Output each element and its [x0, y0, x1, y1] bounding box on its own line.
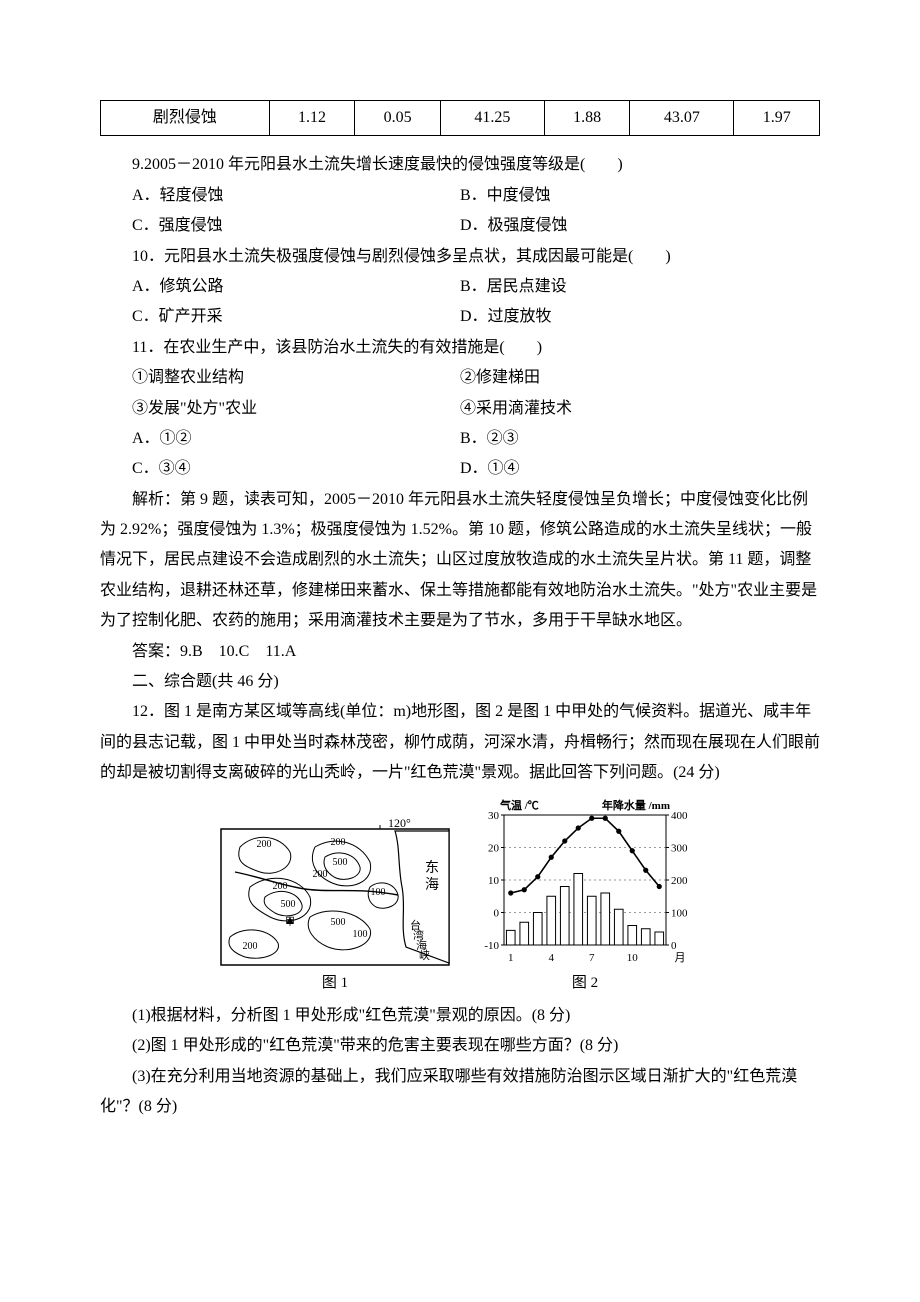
svg-text:峡: 峡 — [419, 948, 430, 962]
svg-text:0: 0 — [494, 907, 500, 919]
q9-optD: D．极强度侵蚀 — [460, 211, 820, 241]
svg-text:100: 100 — [671, 907, 688, 919]
q11-optB: B．②③ — [460, 424, 820, 454]
q10-optC: C．矿产开采 — [100, 302, 460, 332]
q11-o2: ②修建梯田 — [460, 363, 820, 393]
svg-text:东: 东 — [425, 860, 439, 876]
svg-text:200: 200 — [257, 839, 272, 850]
q11-optA: A．①② — [100, 424, 460, 454]
svg-text:300: 300 — [671, 842, 688, 854]
svg-text:7: 7 — [589, 952, 595, 964]
svg-text:0: 0 — [671, 940, 677, 952]
q10-stem: 10．元阳县水土流失极强度侵蚀与剧烈侵蚀多呈点状，其成因最可能是( ) — [100, 242, 820, 272]
svg-text:-10: -10 — [484, 940, 499, 952]
cell: 41.25 — [440, 101, 544, 136]
svg-text:20: 20 — [488, 842, 500, 854]
figure-1-map: 120°200200200500500500200100200100甲东海台湾海… — [220, 817, 450, 967]
q9-optC: C．强度侵蚀 — [100, 211, 460, 241]
svg-text:10: 10 — [627, 952, 639, 964]
cell: 1.12 — [269, 101, 355, 136]
figure-1-caption: 图 1 — [322, 969, 348, 998]
figures-row: 120°200200200500500500200100200100甲东海台湾海… — [100, 797, 820, 998]
cell: 1.88 — [544, 101, 630, 136]
svg-text:1: 1 — [508, 952, 514, 964]
cell: 剧烈侵蚀 — [101, 101, 270, 136]
svg-text:气温 /℃: 气温 /℃ — [499, 798, 539, 812]
cell: 43.07 — [630, 101, 734, 136]
svg-text:月: 月 — [675, 952, 686, 964]
q11-o1: ①调整农业结构 — [100, 363, 460, 393]
svg-text:10: 10 — [488, 875, 500, 887]
explanation: 解析：第 9 题，读表可知，2005－2010 年元阳县水土流失轻度侵蚀呈负增长… — [100, 485, 820, 637]
svg-text:200: 200 — [331, 837, 346, 848]
svg-text:400: 400 — [671, 810, 688, 822]
q12-sub1: (1)根据材料，分析图 1 甲处形成"红色荒漠"景观的原因。(8 分) — [100, 1001, 820, 1031]
svg-text:30: 30 — [488, 810, 500, 822]
erosion-table: 剧烈侵蚀 1.12 0.05 41.25 1.88 43.07 1.97 — [100, 100, 820, 136]
svg-text:4: 4 — [549, 952, 555, 964]
svg-text:100: 100 — [353, 929, 368, 940]
svg-text:500: 500 — [333, 857, 348, 868]
svg-text:120°: 120° — [388, 817, 411, 830]
q9-stem: 9.2005－2010 年元阳县水土流失增长速度最快的侵蚀强度等级是( ) — [100, 150, 820, 180]
q10-optD: D．过度放牧 — [460, 302, 820, 332]
q11-optD: D．①④ — [460, 454, 820, 484]
section-2-heading: 二、综合题(共 46 分) — [100, 667, 820, 697]
q11-stem: 11．在农业生产中，该县防治水土流失的有效措施是( ) — [100, 333, 820, 363]
table-row: 剧烈侵蚀 1.12 0.05 41.25 1.88 43.07 1.97 — [101, 101, 820, 136]
svg-text:年降水量 /mm: 年降水量 /mm — [602, 798, 670, 812]
figure-2-chart: 气温 /℃年降水量 /mm-10010203001002003004001471… — [470, 797, 700, 967]
q11-optC: C．③④ — [100, 454, 460, 484]
figure-2-box: 气温 /℃年降水量 /mm-10010203001002003004001471… — [470, 797, 700, 998]
q12-sub2: (2)图 1 甲处形成的"红色荒漠"带来的危害主要表现在哪些方面？(8 分) — [100, 1031, 820, 1061]
q11-o3: ③发展"处方"农业 — [100, 394, 460, 424]
svg-text:200: 200 — [313, 869, 328, 880]
cell: 1.97 — [734, 101, 820, 136]
q10-optB: B．居民点建设 — [460, 272, 820, 302]
answers: 答案：9.B 10.C 11.A — [100, 637, 820, 667]
q9-optB: B．中度侵蚀 — [460, 181, 820, 211]
svg-text:200: 200 — [671, 875, 688, 887]
cell: 0.05 — [355, 101, 441, 136]
q10-optA: A．修筑公路 — [100, 272, 460, 302]
q12-sub3: (3)在充分利用当地资源的基础上，我们应采取哪些有效措施防治图示区域日渐扩大的"… — [100, 1062, 820, 1123]
svg-text:500: 500 — [331, 917, 346, 928]
q12-stem: 12．图 1 是南方某区域等高线(单位：m)地形图，图 2 是图 1 中甲处的气… — [100, 697, 820, 788]
svg-text:海: 海 — [425, 877, 439, 893]
svg-text:200: 200 — [243, 941, 258, 952]
q11-o4: ④采用滴灌技术 — [460, 394, 820, 424]
figure-2-caption: 图 2 — [572, 969, 598, 998]
svg-text:500: 500 — [281, 899, 296, 910]
q9-optA: A．轻度侵蚀 — [100, 181, 460, 211]
figure-1-box: 120°200200200500500500200100200100甲东海台湾海… — [220, 817, 450, 998]
